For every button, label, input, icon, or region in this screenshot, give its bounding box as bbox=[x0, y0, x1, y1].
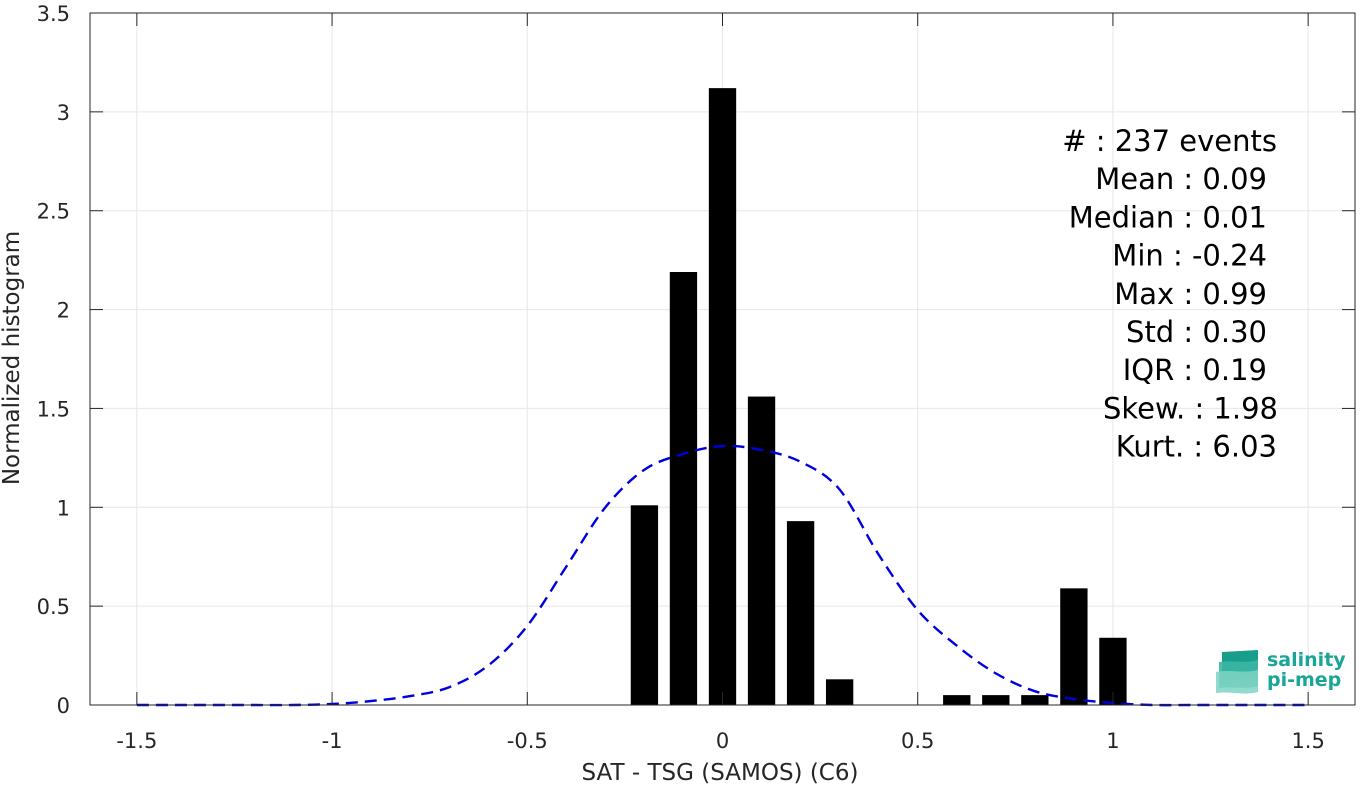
logo-wave-icon bbox=[1216, 650, 1258, 694]
histogram-bar bbox=[708, 88, 737, 706]
histogram-bar bbox=[747, 396, 776, 705]
histogram-bar bbox=[786, 521, 815, 705]
stat-line: Mean : 0.09 bbox=[1095, 162, 1267, 196]
histogram-bar bbox=[630, 505, 659, 705]
y-tick-label: 3 bbox=[57, 101, 70, 125]
stat-line: Std : 0.30 bbox=[1126, 315, 1267, 349]
stat-line: # : 237 events bbox=[1062, 124, 1277, 158]
x-tick-label: -0.5 bbox=[507, 729, 548, 753]
histogram-bar bbox=[1021, 695, 1049, 705]
stat-line: IQR : 0.19 bbox=[1123, 353, 1267, 387]
x-tick-label: -1.5 bbox=[116, 729, 157, 753]
axis-ticks bbox=[90, 12, 1355, 706]
statistics-box: # : 237 events Mean : 0.09 Median : 0.01 Mi… bbox=[1062, 124, 1278, 464]
y-tick-labels: 0 0.5 1 1.5 2 2.5 3 3.5 bbox=[37, 2, 70, 718]
x-tick-label: 1.5 bbox=[1291, 729, 1324, 753]
y-axis-label: Normalized histogram bbox=[0, 231, 25, 485]
x-tick-labels: -1.5 -1 -0.5 0 0.5 1 1.5 bbox=[116, 729, 1324, 753]
histogram-bar bbox=[825, 679, 854, 705]
logo-text-line2: pi-mep bbox=[1267, 669, 1341, 691]
y-tick-label: 1 bbox=[57, 496, 70, 520]
x-tick-label: 0 bbox=[716, 729, 729, 753]
x-tick-label: -1 bbox=[322, 729, 343, 753]
stat-line: Median : 0.01 bbox=[1069, 200, 1267, 234]
y-tick-label: 2.5 bbox=[37, 200, 70, 224]
x-tick-label: 1 bbox=[1106, 729, 1119, 753]
y-tick-label: 3.5 bbox=[37, 2, 70, 26]
logo-text-line1: salinity bbox=[1267, 649, 1346, 671]
y-tick-label: 0.5 bbox=[37, 595, 70, 619]
salinity-pi-mep-logo: salinity pi-mep bbox=[1216, 649, 1346, 694]
histogram-bar bbox=[943, 695, 971, 705]
stat-line: Max : 0.99 bbox=[1114, 277, 1267, 311]
histogram-bars bbox=[630, 88, 1127, 706]
stat-line: Kurt. : 6.03 bbox=[1116, 430, 1277, 464]
x-axis-label: SAT - TSG (SAMOS) (C6) bbox=[582, 760, 859, 785]
stat-line: Skew. : 1.98 bbox=[1103, 391, 1278, 425]
y-tick-label: 0 bbox=[57, 694, 70, 718]
stat-line: Min : -0.24 bbox=[1112, 239, 1267, 273]
histogram-bar bbox=[1060, 588, 1088, 705]
y-tick-label: 1.5 bbox=[37, 397, 70, 421]
histogram-bar bbox=[669, 272, 698, 705]
x-tick-label: 0.5 bbox=[901, 729, 934, 753]
y-tick-label: 2 bbox=[57, 299, 70, 323]
histogram-bar bbox=[982, 695, 1010, 705]
